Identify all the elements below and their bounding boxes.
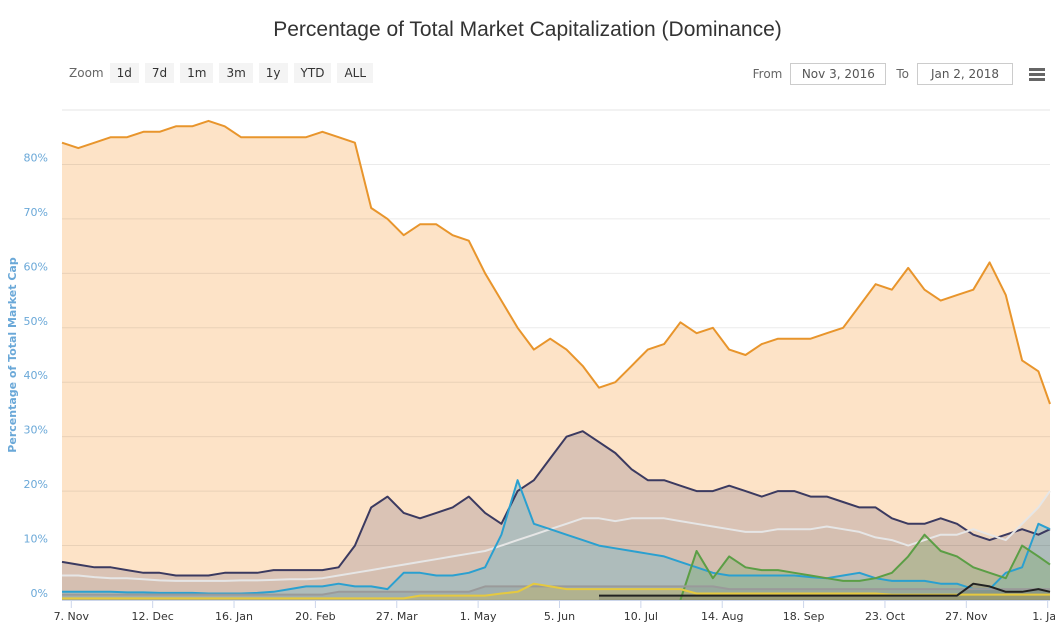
- x-tick-label: 12. Dec: [132, 610, 174, 623]
- y-tick-label: 70%: [24, 206, 48, 219]
- y-tick-label: 80%: [24, 151, 48, 164]
- zoom-1m-button[interactable]: 1m: [180, 63, 214, 83]
- x-tick-label: 18. Sep: [783, 610, 825, 623]
- y-tick-label: 20%: [24, 478, 48, 491]
- series-0-line: [61, 119, 1051, 405]
- series-1-area: [62, 431, 1050, 600]
- y-tick-label: 0%: [31, 587, 48, 600]
- x-tick-label: 16. Jan: [215, 610, 253, 623]
- y-axis-title: Percentage of Total Market Cap: [6, 257, 19, 453]
- zoom-1d-button[interactable]: 1d: [109, 63, 139, 83]
- x-tick-label: 20. Feb: [295, 610, 335, 623]
- zoom-3m-button[interactable]: 3m: [219, 63, 253, 83]
- zoom-controls: Zoom 1d 7d 1m 3m 1y YTD ALL: [69, 63, 374, 83]
- x-tick-label: 5. Jun: [544, 610, 575, 623]
- series-2-line: [62, 490, 1051, 582]
- series-0-area: [62, 120, 1050, 601]
- to-label: To: [896, 67, 909, 81]
- x-tick-label: 10. Jul: [624, 610, 658, 623]
- x-tick-label: 7. Nov: [54, 610, 90, 623]
- series-4-line: [679, 533, 1051, 601]
- zoom-ytd-button[interactable]: YTD: [293, 63, 332, 83]
- x-tick-label: 27. Mar: [376, 610, 418, 623]
- series-2-area: [62, 491, 1050, 600]
- zoom-1y-button[interactable]: 1y: [258, 63, 288, 83]
- from-label: From: [752, 67, 783, 81]
- series-7-line: [599, 582, 1051, 597]
- hamburger-menu-icon[interactable]: [1029, 66, 1045, 83]
- series-3-area: [62, 480, 1050, 600]
- chart-title: Percentage of Total Market Capitalizatio…: [273, 18, 782, 41]
- series-6-line: [62, 582, 1050, 600]
- y-tick-label: 30%: [24, 424, 48, 437]
- x-tick-label: 1. Jan: [1032, 610, 1055, 623]
- y-tick-label: 60%: [24, 260, 48, 273]
- from-date-input[interactable]: Nov 3, 2016: [790, 63, 887, 85]
- y-tick-label: 40%: [24, 369, 48, 382]
- x-tick-label: 1. May: [460, 610, 497, 623]
- zoom-7d-button[interactable]: 7d: [144, 63, 175, 83]
- zoom-label: Zoom: [69, 66, 104, 80]
- x-tick-label: 27. Nov: [945, 610, 988, 623]
- series-3-line: [62, 479, 1051, 595]
- series-1-line: [61, 430, 1051, 577]
- zoom-all-button[interactable]: ALL: [337, 63, 374, 83]
- y-tick-label: 50%: [24, 315, 48, 328]
- x-tick-label: 14. Aug: [701, 610, 743, 623]
- x-tick-label: 23. Oct: [865, 610, 906, 623]
- series-5-line: [62, 585, 1050, 596]
- date-range: From Nov 3, 2016 To Jan 2, 2018: [753, 63, 1055, 85]
- to-date-input[interactable]: Jan 2, 2018: [917, 63, 1013, 85]
- y-tick-label: 10%: [24, 533, 48, 546]
